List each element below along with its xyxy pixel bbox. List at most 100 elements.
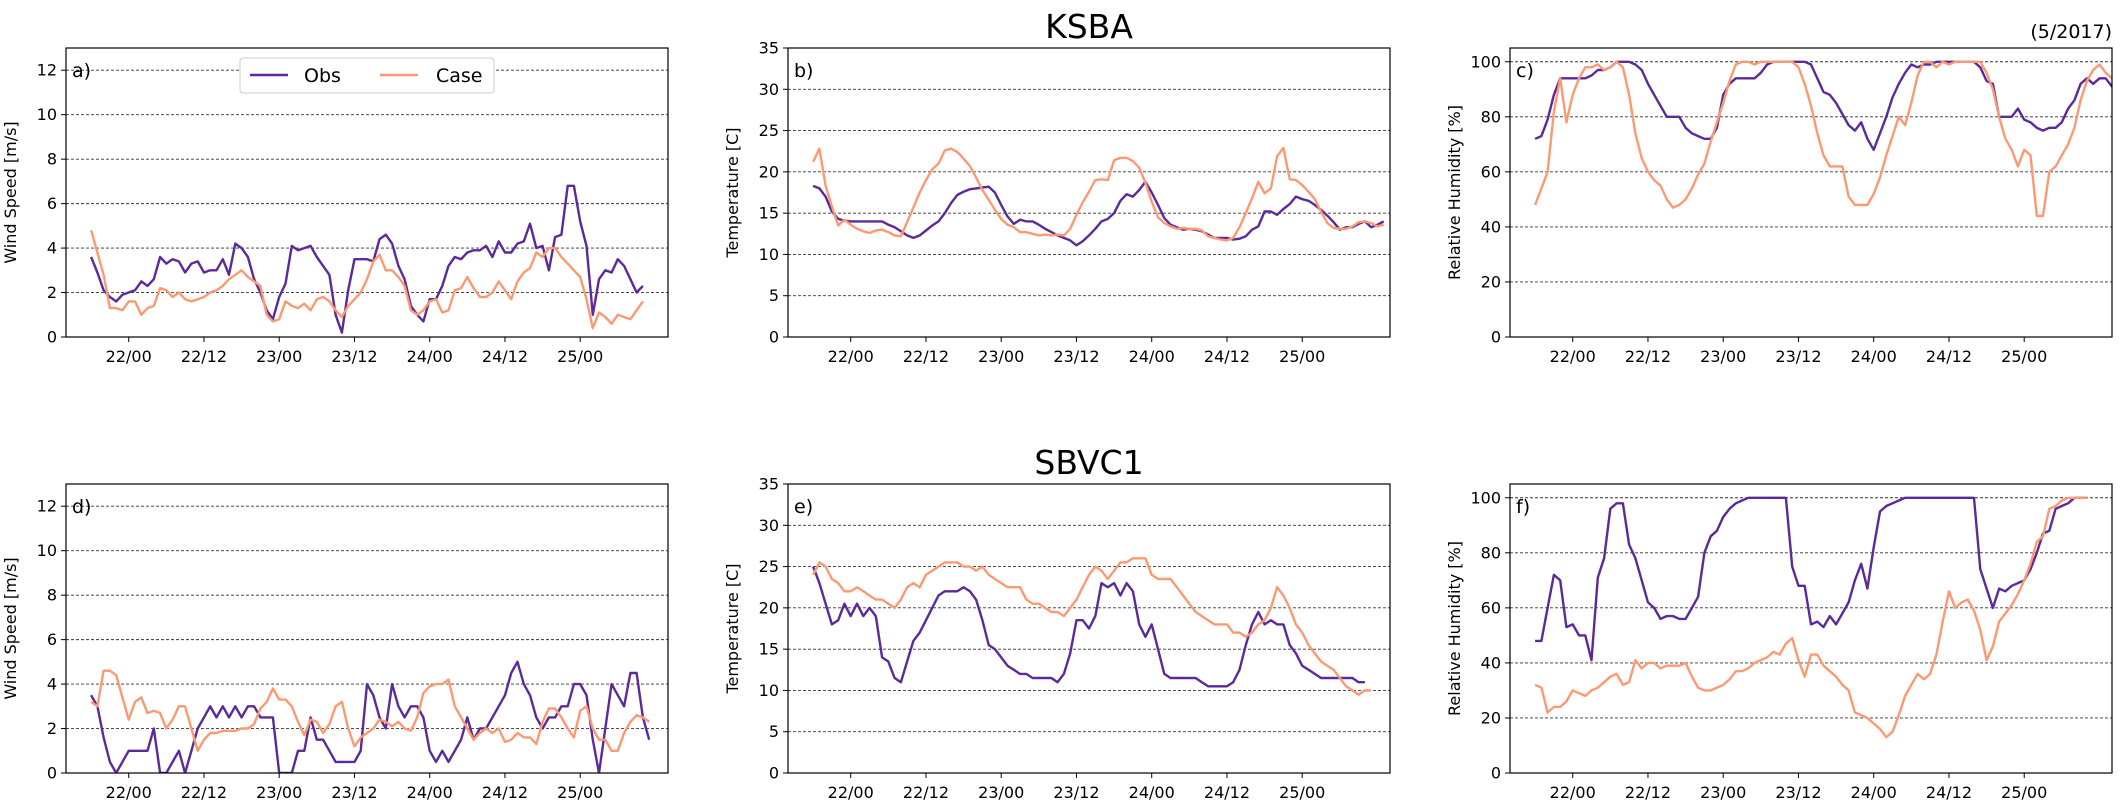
x-tick-label: 23/00 [256, 347, 302, 366]
obs-series-line [1534, 60, 2112, 152]
x-tick-label: 22/00 [1550, 347, 1596, 366]
y-tick-label: 40 [1481, 653, 1501, 672]
y-tick-label: 35 [759, 39, 779, 58]
y-tick-label: 20 [759, 598, 779, 617]
y-tick-label: 4 [47, 675, 57, 694]
x-tick-label: 22/12 [1625, 347, 1671, 366]
plot-frame [787, 47, 1391, 338]
y-axis-label: Relative Humidity [%] [1445, 541, 1464, 716]
y-tick-label: 0 [769, 764, 779, 783]
y-axis-label: Temperature [C] [723, 127, 742, 258]
y-tick-label: 2 [47, 283, 57, 302]
x-tick-label: 22/00 [106, 783, 152, 802]
case-series-line [90, 669, 650, 752]
case-series-line [1534, 496, 2087, 739]
plot-frame [1509, 47, 2113, 338]
legend-box [239, 57, 495, 94]
chart-panel: 0 2 4 6 8 10 12 22/00 22/12 23/00 23/12 24/00 24/12 2… [1, 47, 669, 366]
x-tick-label: 23/12 [1053, 347, 1099, 366]
y-tick-label: 6 [47, 194, 57, 213]
panels: 0 2 4 6 8 10 12 22/00 22/12 23/00 23/12 24/00 24/12 2… [1, 39, 2113, 802]
plot-frame [65, 47, 669, 338]
plot-frame [1509, 483, 2113, 774]
y-tick-label: 40 [1481, 217, 1501, 236]
x-tick-label: 23/12 [1775, 783, 1821, 802]
panel-label: f) [1516, 496, 1530, 518]
plot-frame [65, 483, 669, 774]
x-tick-label: 24/00 [407, 347, 453, 366]
x-tick-label: 23/12 [331, 783, 377, 802]
y-tick-label: 30 [759, 516, 779, 535]
legend-obs-label: Obs [304, 65, 341, 87]
y-tick-label: 60 [1481, 162, 1501, 181]
y-tick-label: 0 [769, 328, 779, 347]
panel-label: e) [794, 496, 813, 518]
y-tick-label: 0 [47, 764, 57, 783]
y-tick-label: 8 [47, 586, 57, 605]
obs-series-line [90, 660, 651, 773]
y-tick-label: 15 [759, 640, 779, 659]
y-tick-label: 6 [47, 630, 57, 649]
y-tick-label: 2 [47, 719, 57, 738]
x-tick-label: 23/00 [1700, 347, 1746, 366]
y-tick-label: 25 [759, 557, 779, 576]
x-tick-label: 25/00 [1279, 347, 1325, 366]
y-tick-label: 100 [1470, 488, 1501, 507]
chart-panel: 0 5 10 15 20 25 30 35 22/00 22/12 23/00 23/12 24/00 2… [723, 39, 1391, 366]
x-tick-label: 22/00 [828, 347, 874, 366]
x-tick-label: 23/12 [331, 347, 377, 366]
x-tick-label: 24/12 [482, 783, 528, 802]
x-tick-label: 24/00 [1129, 347, 1175, 366]
y-axis-label: Relative Humidity [%] [1445, 105, 1464, 280]
y-tick-label: 12 [37, 61, 57, 80]
case-series-line [812, 557, 1372, 696]
x-tick-label: 22/00 [1550, 783, 1596, 802]
y-tick-label: 0 [1491, 328, 1501, 347]
y-axis-label: Temperature [C] [723, 563, 742, 694]
case-series-line [1533, 60, 2112, 218]
x-tick-label: 22/12 [903, 783, 949, 802]
y-tick-label: 5 [769, 722, 779, 741]
x-tick-label: 25/00 [2001, 347, 2047, 366]
panel-label: c) [1516, 60, 1534, 82]
y-tick-label: 20 [1481, 708, 1501, 727]
plot-frame [787, 483, 1391, 774]
y-tick-label: 10 [37, 105, 57, 124]
obs-series-line [1535, 496, 2087, 662]
x-tick-label: 22/12 [181, 783, 227, 802]
x-tick-label: 24/12 [1926, 347, 1972, 366]
x-tick-label: 24/12 [1204, 347, 1250, 366]
obs-series-line [89, 184, 644, 334]
chart-panel: 0 20 40 60 80 100 22/00 22/12 23/00 23/12 24/00 24/… [1445, 483, 2113, 802]
x-tick-label: 23/00 [1700, 783, 1746, 802]
x-tick-label: 22/00 [828, 783, 874, 802]
x-tick-label: 22/12 [181, 347, 227, 366]
y-tick-label: 4 [47, 239, 57, 258]
chart-panel: 0 20 40 60 80 100 22/00 22/12 23/00 23/12 24/00 24/… [1445, 47, 2113, 366]
y-tick-label: 20 [759, 162, 779, 181]
x-tick-label: 24/12 [1926, 783, 1972, 802]
y-tick-label: 25 [759, 121, 779, 140]
x-tick-label: 25/00 [1279, 783, 1325, 802]
y-tick-label: 12 [37, 497, 57, 516]
panel-label: b) [794, 60, 813, 82]
y-tick-label: 10 [37, 541, 57, 560]
x-tick-label: 24/00 [1129, 783, 1175, 802]
panel-label: a) [72, 60, 91, 82]
legend-case-label: Case [436, 65, 483, 87]
x-tick-label: 22/00 [106, 347, 152, 366]
obs-series-line [812, 180, 1385, 247]
y-tick-label: 10 [759, 681, 779, 700]
y-tick-label: 30 [759, 80, 779, 99]
legend: Obs Case [239, 57, 495, 94]
y-axis-label: Wind Speed [m/s] [1, 557, 20, 699]
y-tick-label: 100 [1470, 52, 1501, 71]
x-tick-label: 25/00 [557, 347, 603, 366]
x-tick-label: 25/00 [2001, 783, 2047, 802]
case-series-line [89, 229, 644, 330]
y-tick-label: 10 [759, 245, 779, 264]
panel-label: d) [72, 496, 91, 518]
x-tick-label: 24/12 [482, 347, 528, 366]
x-tick-label: 22/12 [903, 347, 949, 366]
